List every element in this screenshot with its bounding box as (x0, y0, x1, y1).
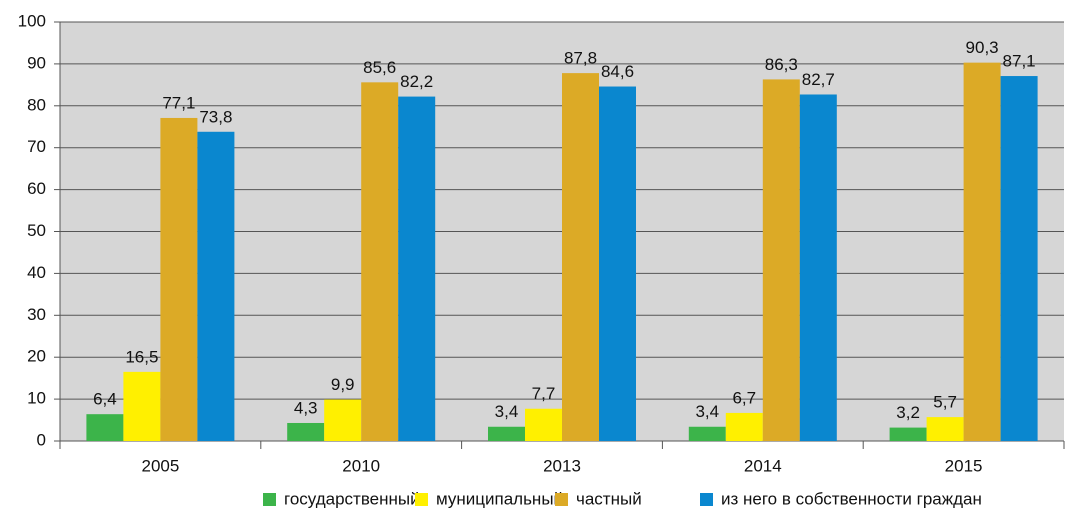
bar (762, 79, 800, 441)
data-label: 87,1 (1003, 52, 1036, 71)
data-label: 3,4 (495, 402, 519, 421)
bar (160, 117, 198, 442)
data-label: 84,6 (601, 62, 634, 81)
y-tick-label: 90 (27, 53, 46, 72)
bar (525, 408, 562, 441)
legend-label: из него в собственности граждан (721, 489, 982, 508)
legend-swatch (263, 493, 276, 506)
y-tick-label: 80 (27, 95, 46, 114)
y-tick-label: 100 (18, 11, 46, 30)
x-tick-label: 2013 (543, 456, 581, 475)
bar (562, 73, 599, 442)
legend-swatch (415, 493, 428, 506)
legend-label: государственный (284, 489, 420, 508)
y-tick-label: 60 (27, 179, 46, 198)
bar (398, 96, 436, 441)
bar (324, 399, 362, 441)
x-tick-label: 2014 (744, 456, 782, 475)
data-label: 82,7 (802, 70, 835, 89)
data-label: 3,4 (695, 402, 719, 421)
data-label: 7,7 (532, 384, 556, 403)
bar (926, 417, 964, 441)
y-tick-label: 0 (37, 430, 46, 449)
legend-label: частный (576, 489, 642, 508)
data-label: 6,7 (732, 388, 756, 407)
data-label: 4,3 (294, 398, 318, 417)
legend-swatch (555, 493, 568, 506)
bar (488, 426, 525, 441)
bar (361, 82, 399, 441)
data-label: 73,8 (199, 107, 232, 126)
bar (599, 86, 636, 441)
bar (123, 371, 161, 441)
data-label: 90,3 (966, 38, 999, 57)
x-tick-label: 2005 (141, 456, 179, 475)
data-label: 3,2 (896, 403, 920, 422)
bar (688, 426, 726, 441)
y-tick-label: 30 (27, 305, 46, 324)
data-label: 87,8 (564, 49, 597, 68)
data-label: 6,4 (93, 390, 117, 409)
data-label: 16,5 (125, 347, 158, 366)
y-tick-label: 40 (27, 263, 46, 282)
data-label: 82,2 (400, 72, 433, 91)
y-tick-label: 20 (27, 347, 46, 366)
x-tick-label: 2015 (945, 456, 983, 475)
data-label: 9,9 (331, 375, 355, 394)
data-label: 5,7 (933, 393, 957, 412)
bar (1000, 76, 1038, 442)
data-label: 77,1 (162, 93, 195, 112)
bar (287, 422, 325, 441)
data-label: 86,3 (765, 55, 798, 74)
x-tick-label: 2010 (342, 456, 380, 475)
data-label: 85,6 (363, 58, 396, 77)
bar (889, 427, 927, 441)
y-tick-label: 50 (27, 221, 46, 240)
bar (963, 62, 1001, 441)
legend-swatch (700, 493, 713, 506)
bar (799, 94, 837, 441)
y-tick-label: 70 (27, 137, 46, 156)
bar (86, 414, 124, 441)
legend-label: муниципальный (436, 489, 563, 508)
bar (725, 412, 763, 441)
bar (197, 131, 235, 441)
y-tick-label: 10 (27, 389, 46, 408)
